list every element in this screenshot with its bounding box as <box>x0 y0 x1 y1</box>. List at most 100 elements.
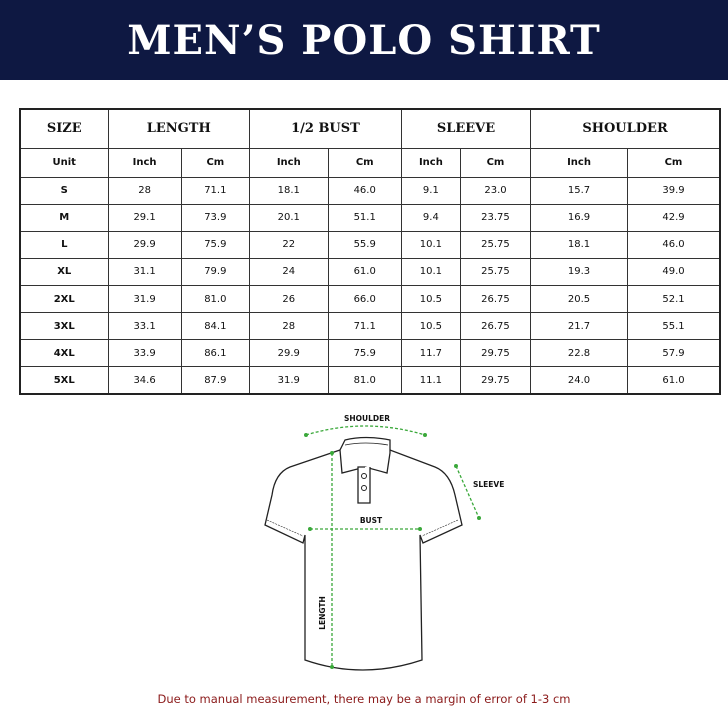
table-row: 3XL 33.1 84.1 28 71.1 10.5 26.75 21.7 55.1 <box>19 312 721 341</box>
value-cell: 55.1 <box>626 312 721 341</box>
value-cell: 29.1 <box>107 203 182 232</box>
value-cell: 46.0 <box>626 230 721 259</box>
value-cell: 33.9 <box>107 339 182 368</box>
value-cell: 23.0 <box>459 176 532 205</box>
value-cell: 31.9 <box>249 366 329 395</box>
sleeve-arrow <box>455 465 480 519</box>
value-cell: 22.8 <box>530 339 628 368</box>
sleeve-label: SLEEVE <box>473 480 504 489</box>
size-cell: 3XL <box>19 312 109 341</box>
value-cell: 75.9 <box>180 230 251 259</box>
value-cell: 16.9 <box>530 203 628 232</box>
shoulder-arrow <box>305 425 426 436</box>
value-cell: 25.75 <box>459 230 532 259</box>
value-cell: 51.1 <box>327 203 402 232</box>
unit-inch: Inch <box>400 147 461 178</box>
size-cell: 2XL <box>19 285 109 314</box>
value-cell: 84.1 <box>180 312 251 341</box>
arrowheads <box>304 433 481 669</box>
value-cell: 20.1 <box>249 203 329 232</box>
header-shoulder: SHOULDER <box>530 108 721 149</box>
unit-cm: Cm <box>327 147 402 178</box>
value-cell: 73.9 <box>180 203 251 232</box>
table-row: M 29.1 73.9 20.1 51.1 9.4 23.75 16.9 42.9 <box>19 203 721 232</box>
value-cell: 22 <box>249 230 329 259</box>
header-size: SIZE <box>19 108 109 149</box>
unit-inch: Inch <box>530 147 628 178</box>
value-cell: 66.0 <box>327 285 402 314</box>
table-row: L 29.9 75.9 22 55.9 10.1 25.75 18.1 46.0 <box>19 230 721 259</box>
value-cell: 10.5 <box>400 285 461 314</box>
value-cell: 31.1 <box>107 257 182 287</box>
bust-label: BUST <box>360 516 383 525</box>
value-cell: 29.75 <box>459 366 532 395</box>
value-cell: 10.1 <box>400 230 461 259</box>
value-cell: 18.1 <box>530 230 628 259</box>
size-cell: 4XL <box>19 339 109 368</box>
value-cell: 24.0 <box>530 366 628 395</box>
unit-label: Unit <box>19 147 109 178</box>
group-header-row: SIZE LENGTH 1/2 BUST SLEEVE SHOULDER <box>19 108 721 149</box>
value-cell: 28 <box>249 312 329 341</box>
table-row: 5XL 34.6 87.9 31.9 81.0 11.1 29.75 24.0 61.0 <box>19 366 721 395</box>
size-cell: 5XL <box>19 366 109 395</box>
value-cell: 26 <box>249 285 329 314</box>
table-row: 2XL 31.9 81.0 26 66.0 10.5 26.75 20.5 52.1 <box>19 285 721 314</box>
table-row: S 28 71.1 18.1 46.0 9.1 23.0 15.7 39.9 <box>19 176 721 205</box>
page-title: MEN’S POLO SHIRT <box>127 16 601 64</box>
size-cell: M <box>19 203 109 232</box>
value-cell: 9.4 <box>400 203 461 232</box>
value-cell: 52.1 <box>626 285 721 314</box>
value-cell: 29.75 <box>459 339 532 368</box>
measurement-arrows <box>305 425 480 667</box>
size-cell: L <box>19 230 109 259</box>
value-cell: 28 <box>107 176 182 205</box>
value-cell: 9.1 <box>400 176 461 205</box>
value-cell: 25.75 <box>459 257 532 287</box>
value-cell: 79.9 <box>180 257 251 287</box>
value-cell: 49.0 <box>626 257 721 287</box>
value-cell: 87.9 <box>180 366 251 395</box>
value-cell: 71.1 <box>180 176 251 205</box>
button-icon <box>361 473 367 479</box>
length-label: LENGTH <box>318 596 327 630</box>
value-cell: 20.5 <box>530 285 628 314</box>
value-cell: 26.75 <box>459 285 532 314</box>
shoulder-label: SHOULDER <box>344 414 390 423</box>
value-cell: 24 <box>249 257 329 287</box>
polo-shirt-diagram: SHOULDER SLEEVE BUST LENGTH <box>264 414 504 671</box>
unit-cm: Cm <box>626 147 721 178</box>
value-cell: 31.9 <box>107 285 182 314</box>
value-cell: 26.75 <box>459 312 532 341</box>
value-cell: 46.0 <box>327 176 402 205</box>
value-cell: 86.1 <box>180 339 251 368</box>
unit-cm: Cm <box>459 147 532 178</box>
value-cell: 29.9 <box>249 339 329 368</box>
unit-inch: Inch <box>249 147 329 178</box>
value-cell: 10.1 <box>400 257 461 287</box>
value-cell: 61.0 <box>626 366 721 395</box>
header-sleeve: SLEEVE <box>400 108 532 149</box>
size-cell: S <box>19 176 109 205</box>
size-chart-table: SIZE LENGTH 1/2 BUST SLEEVE SHOULDER Uni… <box>19 108 721 395</box>
table-row: 4XL 33.9 86.1 29.9 75.9 11.7 29.75 22.8 57.9 <box>19 339 721 368</box>
value-cell: 21.7 <box>530 312 628 341</box>
unit-cm: Cm <box>180 147 251 178</box>
value-cell: 55.9 <box>327 230 402 259</box>
button-icon <box>361 485 367 491</box>
value-cell: 34.6 <box>107 366 182 395</box>
value-cell: 18.1 <box>249 176 329 205</box>
value-cell: 11.1 <box>400 366 461 395</box>
value-cell: 39.9 <box>626 176 721 205</box>
value-cell: 57.9 <box>626 339 721 368</box>
value-cell: 75.9 <box>327 339 402 368</box>
value-cell: 42.9 <box>626 203 721 232</box>
size-cell: XL <box>19 257 109 287</box>
value-cell: 23.75 <box>459 203 532 232</box>
measurement-note: Due to manual measurement, there may be … <box>157 692 571 706</box>
unit-row: Unit Inch Cm Inch Cm Inch Cm Inch Cm <box>19 147 721 178</box>
value-cell: 81.0 <box>180 285 251 314</box>
value-cell: 15.7 <box>530 176 628 205</box>
header-bust: 1/2 BUST <box>249 108 402 149</box>
table-row: XL 31.1 79.9 24 61.0 10.1 25.75 19.3 49.0 <box>19 257 721 287</box>
